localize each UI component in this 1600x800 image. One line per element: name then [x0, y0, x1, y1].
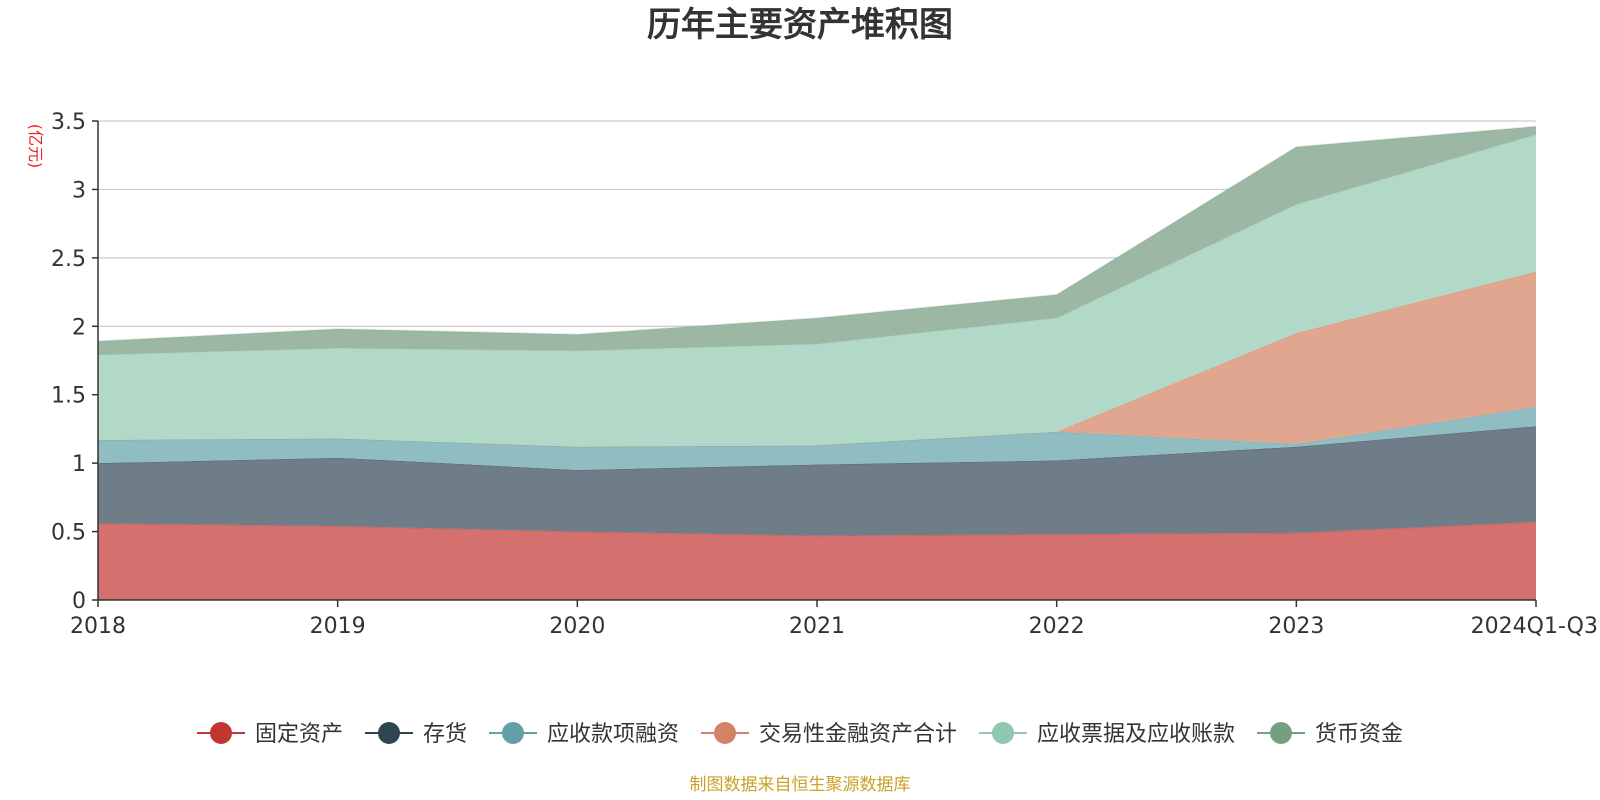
legend-label: 存货 — [423, 722, 467, 747]
legend-item-1[interactable]: 存货 — [365, 722, 467, 747]
legend-item-2[interactable]: 应收款项融资 — [489, 722, 679, 747]
y-axis-unit-label: (亿元) — [26, 124, 45, 169]
y-tick-label: 1 — [72, 452, 86, 477]
area-edge-series-5 — [97, 125, 1537, 343]
legend-item-3[interactable]: 交易性金融资产合计 — [701, 722, 957, 747]
y-tick-label: 3 — [72, 178, 86, 203]
legend-circle-marker — [210, 722, 232, 744]
y-tick-label: 2 — [72, 315, 86, 340]
x-tick-label: 2022 — [1029, 614, 1085, 639]
legend-label: 货币资金 — [1315, 722, 1403, 747]
legend-label: 应收款项融资 — [547, 722, 679, 747]
legend-item-5[interactable]: 货币资金 — [1257, 722, 1403, 747]
legend-circle-marker — [378, 722, 400, 744]
legend-label: 应收票据及应收账款 — [1037, 722, 1235, 747]
legend: 固定资产 存货 应收款项融资 交易性金融资产合计 应收票据及应收账款 货币资金 — [197, 722, 1403, 747]
x-tick-label: 2021 — [789, 614, 845, 639]
legend-circle-marker — [1270, 722, 1292, 744]
area-series-0[interactable] — [98, 522, 1536, 600]
area-series-3[interactable] — [98, 271, 1536, 447]
legend-item-4[interactable]: 应收票据及应收账款 — [979, 722, 1235, 747]
area-series-5[interactable] — [98, 126, 1536, 356]
y-tick-label: 0 — [72, 589, 86, 614]
y-tick-label: 3.5 — [51, 110, 86, 135]
x-tick-label: 2018 — [70, 614, 126, 639]
axes: 0 0.5 1 1.5 2 2.5 3 3.5 2018 2019 2020 2021 2022 2023… — [51, 110, 1598, 639]
y-tick-label: 2.5 — [51, 247, 86, 272]
area-series-group — [97, 125, 1537, 600]
legend-label: 固定资产 — [255, 722, 343, 747]
x-tick-label: 2024Q1-Q3 — [1471, 614, 1598, 639]
x-tick-label: 2020 — [549, 614, 605, 639]
legend-circle-marker — [714, 722, 736, 744]
legend-label: 交易性金融资产合计 — [759, 722, 957, 747]
chart-title: 历年主要资产堆积图 — [647, 5, 953, 45]
area-series-1[interactable] — [98, 426, 1536, 536]
area-series-4[interactable] — [98, 134, 1536, 447]
y-tick-label: 0.5 — [51, 521, 86, 546]
source-note: 制图数据来自恒生聚源数据库 — [690, 775, 911, 795]
x-tick-label: 2019 — [310, 614, 366, 639]
x-tick-label: 2023 — [1268, 614, 1324, 639]
legend-circle-marker — [502, 722, 524, 744]
legend-circle-marker — [992, 722, 1014, 744]
area-series-2[interactable] — [98, 407, 1536, 470]
legend-item-0[interactable]: 固定资产 — [197, 722, 343, 747]
y-tick-label: 1.5 — [51, 384, 86, 409]
